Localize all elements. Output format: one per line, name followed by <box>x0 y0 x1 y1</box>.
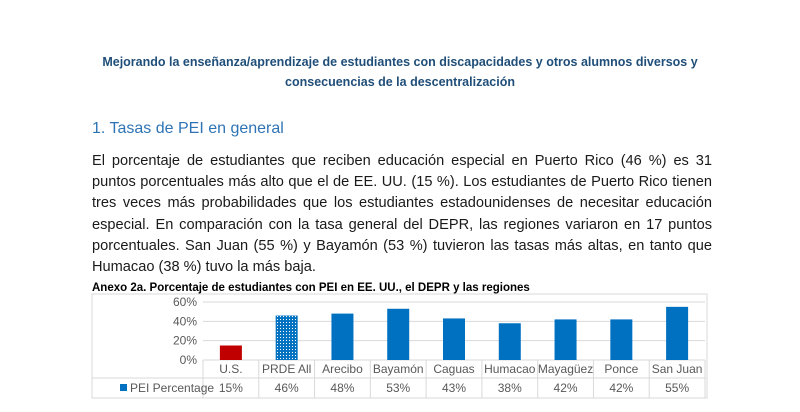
category-label: U.S. <box>219 362 242 376</box>
category-label: Mayagüez <box>538 362 593 376</box>
bar-u-s- <box>219 345 242 360</box>
bar-arecibo <box>331 313 354 360</box>
bar-caguas <box>443 318 465 360</box>
data-label: 43% <box>442 381 466 395</box>
legend-label: PEI Percentage <box>130 381 214 395</box>
header-line-2: consecuencias de la descentralización <box>285 75 515 89</box>
document-header: Mejorando la enseñanza/aprendizaje de es… <box>90 52 710 92</box>
bar-bayam-n <box>387 308 410 360</box>
data-label: 55% <box>665 381 689 395</box>
section-title: 1. Tasas de PEI en general <box>92 120 284 137</box>
data-label: 42% <box>554 381 578 395</box>
data-label: 38% <box>498 381 522 395</box>
data-label: 48% <box>330 381 354 395</box>
exhibit-title: Anexo 2a. Porcentaje de estudiantes con … <box>92 282 530 294</box>
category-label: Caguas <box>433 362 474 376</box>
data-label: 53% <box>386 381 410 395</box>
bar-san-juan <box>666 306 689 360</box>
y-tick-label: 60% <box>173 295 197 309</box>
data-label: 46% <box>275 381 299 395</box>
body-paragraph: El porcentaje de estudiantes que reciben… <box>92 153 712 276</box>
header-line-1: Mejorando la enseñanza/aprendizaje de es… <box>102 55 698 69</box>
bar-prde-all <box>275 315 298 360</box>
bar-mayag-ez <box>554 319 577 360</box>
category-label: Arecibo <box>322 362 363 376</box>
y-tick-label: 40% <box>173 314 197 328</box>
bar-ponce <box>610 319 633 360</box>
bar-humacao <box>498 323 521 360</box>
category-label: San Juan <box>652 362 703 376</box>
chart-frame <box>91 293 708 399</box>
category-label: PRDE All <box>262 362 311 376</box>
category-label: Bayamón <box>373 362 424 376</box>
data-label: 42% <box>609 381 633 395</box>
y-tick-label: 0% <box>180 353 198 367</box>
data-label: 15% <box>219 381 243 395</box>
category-label: Ponce <box>604 362 638 376</box>
category-label: Humacao <box>484 362 536 376</box>
y-tick-label: 20% <box>173 334 197 348</box>
legend-swatch <box>120 384 127 391</box>
